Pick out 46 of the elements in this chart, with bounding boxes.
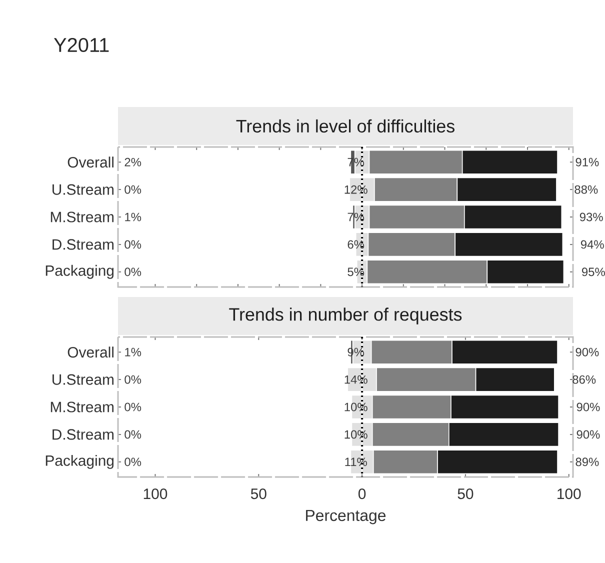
annotation: 95% [582,268,605,276]
annotation: 86% [572,375,596,384]
x-tick-label: 50 [458,488,474,500]
annotation: 1% [125,212,142,222]
y-tick-label: U.Stream [52,184,114,195]
annotation: 93% [580,212,603,222]
chart-title: Trends in number of requests [229,308,462,324]
y-tick-label: D.Stream [52,239,114,250]
annotation: 0% [124,268,142,276]
annotation: 0% [124,240,142,249]
annotation: 5% [348,268,364,276]
annotation: 10% [344,402,368,412]
annotation: 0% [124,458,142,466]
annotation: 11% [345,458,367,466]
text: Y2011 [54,38,109,52]
annotation: 1% [125,348,142,356]
y-tick-label: M.Stream [50,212,114,222]
y-tick-label: Packaging [46,264,114,279]
annotation: 0% [124,402,142,412]
annotation: 0% [124,375,142,384]
y-tick-label: U.Stream [52,374,114,385]
annotation: 90% [576,348,599,356]
y-tick-label: Overall [68,346,114,358]
annotation: 90% [576,430,600,439]
y-tick-label: Packaging [46,454,114,469]
annotation: 12% [344,185,368,194]
annotation: 94% [580,240,604,249]
annotation: 2% [124,158,142,166]
x-tick-label: 50 [250,488,266,500]
x-tick-label: 100 [558,488,581,500]
annotation: 90% [576,402,600,412]
annotation: 91% [576,158,599,166]
y-tick-label: Overall [68,156,114,168]
annotation: 89% [576,458,599,466]
y-tick-label: M.Stream [50,402,114,412]
annotation: 6% [348,240,364,249]
annotation: 88% [574,185,598,194]
annotation: 14% [344,375,368,384]
annotation: 10% [344,430,368,439]
annotation: 0% [124,185,142,194]
x-axis-title: Percentage [306,510,386,524]
x-tick-label: 100 [144,488,168,500]
chart-title: Trends in level of difficulties [236,119,454,133]
annotation: 0% [124,430,142,439]
x-tick-label: 0 [358,488,366,500]
y-tick-label: D.Stream [52,429,114,440]
